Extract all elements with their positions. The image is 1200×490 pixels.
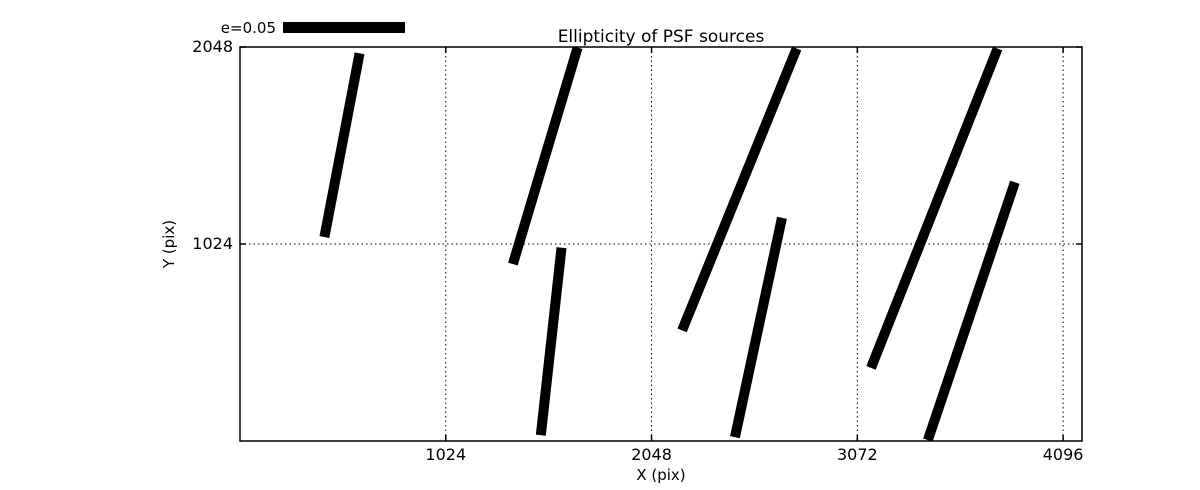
whisker-segment	[508, 46, 583, 266]
tick-labels: 1024 2048 3072 4096 1024 2048	[192, 37, 1083, 464]
tick-marks	[240, 46, 1082, 441]
x-tick-label: 3072	[837, 445, 878, 464]
whisker-segment	[677, 46, 802, 333]
whisker-segment	[535, 247, 567, 436]
chart-title: Ellipticity of PSF sources	[558, 27, 765, 47]
legend-scale-bar	[283, 22, 405, 33]
x-axis-label: X (pix)	[636, 466, 685, 484]
x-tick-label: 1024	[425, 445, 466, 464]
gridlines	[240, 46, 1082, 441]
x-tick-label: 4096	[1043, 445, 1084, 464]
y-tick-label: 2048	[192, 37, 233, 56]
x-tick-label: 2048	[631, 445, 672, 464]
y-axis-label: Y (pix)	[160, 220, 178, 269]
whisker-segment	[866, 46, 1003, 370]
whisker-segments	[319, 46, 1020, 442]
y-tick-label: 1024	[192, 234, 233, 253]
legend-label: e=0.05	[221, 19, 276, 37]
whisker-segment	[730, 216, 787, 439]
whisker-segment	[923, 180, 1020, 442]
whisker-segment	[319, 52, 365, 239]
